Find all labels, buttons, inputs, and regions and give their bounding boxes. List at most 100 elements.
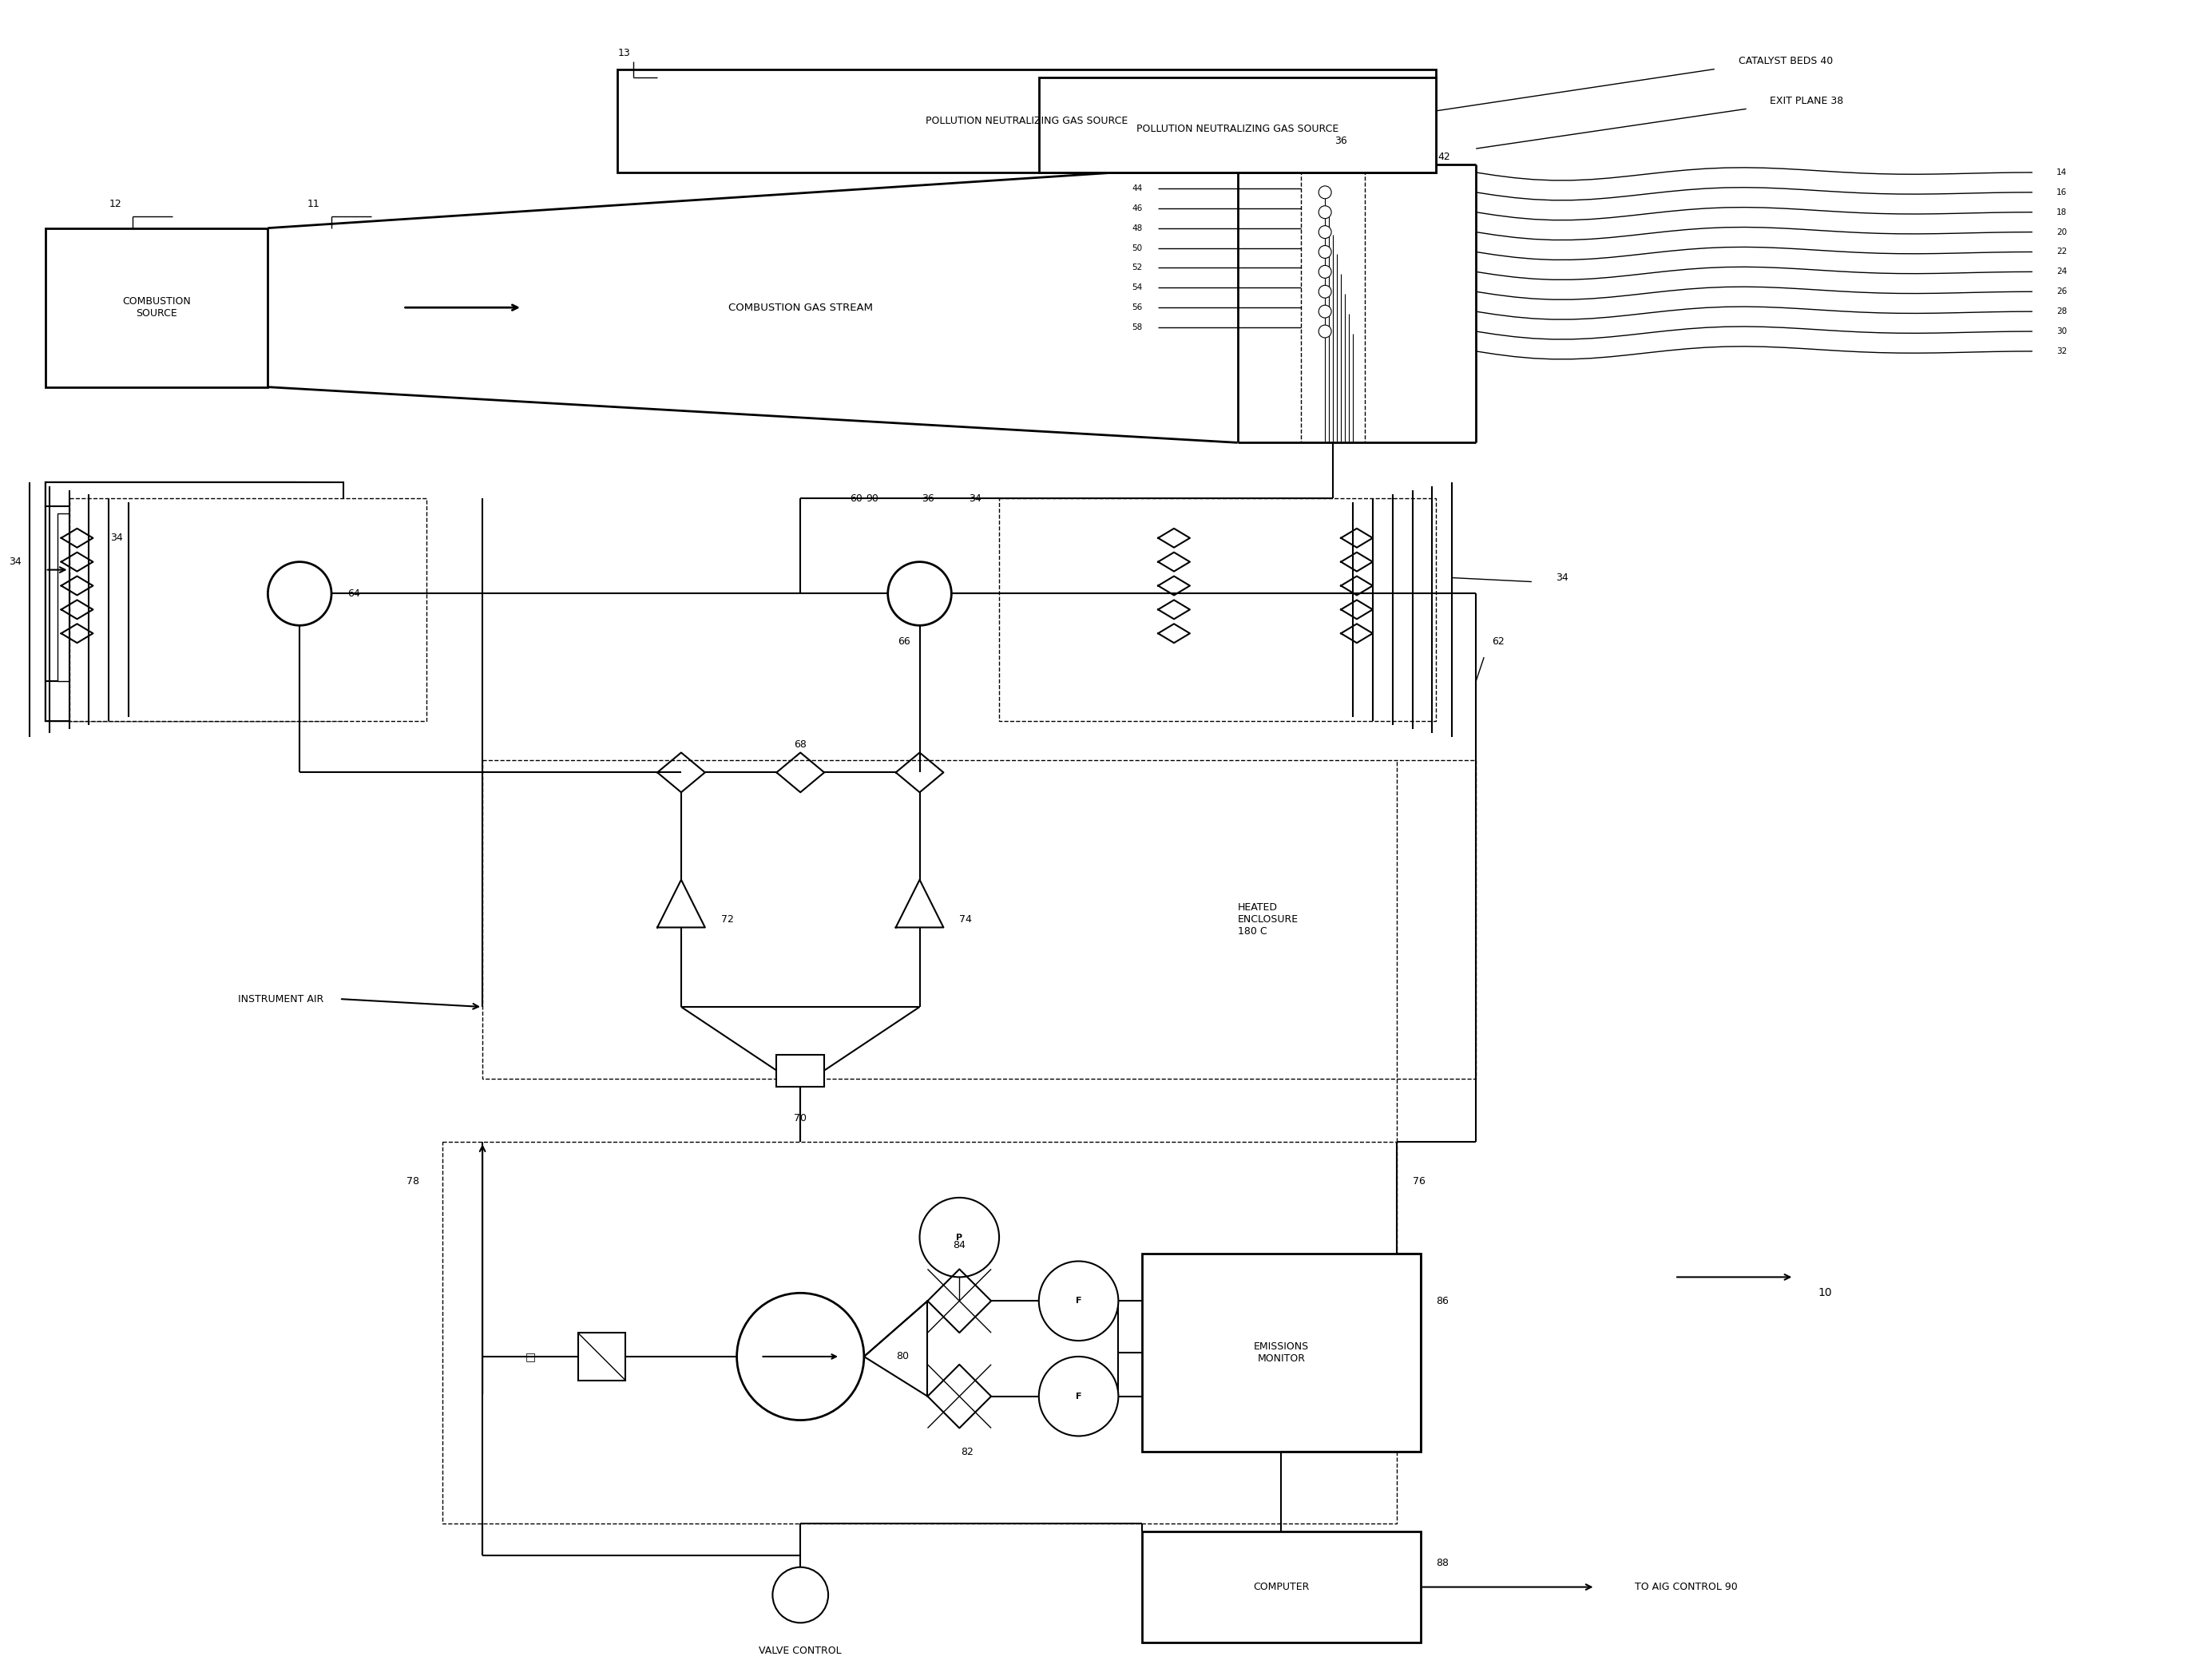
Circle shape	[1318, 225, 1331, 239]
Text: 48: 48	[1132, 223, 1143, 232]
Bar	[1075, 528, 1278, 680]
Circle shape	[919, 1198, 998, 1277]
Bar	[46, 482, 309, 721]
Text: POLLUTION NEUTRALIZING GAS SOURCE: POLLUTION NEUTRALIZING GAS SOURCE	[926, 116, 1127, 126]
Text: 86: 86	[1436, 1295, 1449, 1305]
Text: 22: 22	[2055, 249, 2066, 255]
Circle shape	[773, 1567, 827, 1623]
Text: 10: 10	[1817, 1287, 1832, 1299]
Text: P: P	[957, 1233, 963, 1242]
Text: 52: 52	[1132, 264, 1143, 272]
Text: 34: 34	[109, 533, 123, 543]
Text: TO AIG CONTROL 90: TO AIG CONTROL 90	[1635, 1583, 1738, 1593]
Text: 12: 12	[109, 198, 120, 210]
Text: 82: 82	[961, 1446, 974, 1457]
Text: COMBUSTION
SOURCE: COMBUSTION SOURCE	[123, 296, 190, 319]
Text: 76: 76	[1412, 1176, 1425, 1186]
Text: 60: 60	[849, 494, 862, 504]
Circle shape	[1318, 265, 1331, 279]
Bar	[81, 528, 285, 680]
Bar	[482, 761, 1475, 1079]
Circle shape	[1040, 1356, 1119, 1436]
Text: 16: 16	[2055, 188, 2066, 197]
Text: 74: 74	[959, 914, 972, 924]
Circle shape	[1318, 306, 1331, 318]
Text: 68: 68	[795, 739, 808, 749]
Text: 64: 64	[348, 588, 359, 598]
Bar	[46, 506, 285, 680]
Text: 80: 80	[895, 1351, 908, 1362]
Bar	[578, 1332, 626, 1381]
Text: EXIT PLANE 38: EXIT PLANE 38	[1771, 96, 1843, 106]
Text: 62: 62	[1493, 637, 1504, 647]
Bar	[46, 228, 267, 386]
Text: 34: 34	[9, 556, 22, 568]
Text: INSTRUMENT AIR: INSTRUMENT AIR	[239, 995, 324, 1005]
Text: 88: 88	[1436, 1557, 1449, 1569]
Text: EMISSIONS
MONITOR: EMISSIONS MONITOR	[1254, 1341, 1309, 1364]
Text: 11: 11	[309, 198, 320, 210]
Bar	[442, 1142, 1397, 1524]
Bar	[92, 534, 285, 680]
Text: POLLUTION NEUTRALIZING GAS SOURCE: POLLUTION NEUTRALIZING GAS SOURCE	[1136, 124, 1340, 134]
Text: 54: 54	[1132, 284, 1143, 292]
Text: 50: 50	[1132, 244, 1143, 252]
Text: 70: 70	[795, 1112, 808, 1124]
Bar	[1143, 1532, 1421, 1643]
Bar	[1040, 506, 1278, 680]
Text: 34: 34	[1556, 573, 1567, 583]
Bar	[1062, 521, 1278, 680]
Circle shape	[738, 1294, 865, 1420]
Text: 20: 20	[2055, 228, 2066, 235]
Bar	[1143, 1253, 1421, 1452]
Text: 36: 36	[922, 494, 935, 504]
Bar	[777, 1055, 825, 1087]
Text: 56: 56	[1132, 304, 1143, 311]
Bar	[46, 482, 331, 721]
Bar	[998, 499, 1436, 721]
Text: 36: 36	[1335, 136, 1346, 146]
Text: 42: 42	[1438, 151, 1451, 161]
Text: CATALYST BEDS 40: CATALYST BEDS 40	[1738, 55, 1832, 67]
Bar	[1051, 514, 1278, 680]
Circle shape	[889, 561, 952, 625]
Text: 46: 46	[1132, 205, 1143, 212]
Circle shape	[1318, 286, 1331, 297]
Bar	[57, 514, 285, 680]
Text: 66: 66	[897, 637, 911, 647]
Text: 44: 44	[1132, 185, 1143, 192]
Text: 30: 30	[2055, 328, 2066, 336]
Text: F: F	[1075, 1393, 1081, 1401]
Text: 72: 72	[720, 914, 733, 924]
Text: VALVE CONTROL: VALVE CONTROL	[760, 1645, 843, 1656]
Bar	[46, 482, 320, 721]
Text: COMPUTER: COMPUTER	[1252, 1583, 1309, 1593]
Text: 58: 58	[1132, 324, 1143, 331]
Circle shape	[267, 561, 331, 625]
Bar	[617, 69, 1436, 173]
Bar	[46, 482, 296, 721]
Bar	[1040, 77, 1436, 173]
Text: F: F	[1075, 1297, 1081, 1305]
Bar	[1086, 534, 1278, 680]
Text: 78: 78	[407, 1176, 418, 1186]
Text: 14: 14	[2055, 168, 2066, 176]
Text: 28: 28	[2055, 307, 2066, 316]
Text: 34: 34	[970, 494, 981, 504]
Text: 90: 90	[865, 494, 878, 504]
Text: 84: 84	[952, 1240, 965, 1250]
Circle shape	[1318, 207, 1331, 218]
Text: 13: 13	[617, 49, 630, 59]
Circle shape	[1040, 1262, 1119, 1341]
Circle shape	[1318, 245, 1331, 259]
Bar	[70, 499, 427, 721]
Bar	[70, 521, 285, 680]
Text: COMBUSTION GAS STREAM: COMBUSTION GAS STREAM	[729, 302, 873, 312]
Circle shape	[1318, 186, 1331, 198]
Text: 26: 26	[2055, 287, 2066, 296]
Text: HEATED
ENCLOSURE
180 C: HEATED ENCLOSURE 180 C	[1237, 902, 1298, 937]
Circle shape	[1318, 324, 1331, 338]
Text: 18: 18	[2055, 208, 2066, 217]
Bar	[46, 482, 344, 721]
Text: 32: 32	[2055, 348, 2066, 354]
